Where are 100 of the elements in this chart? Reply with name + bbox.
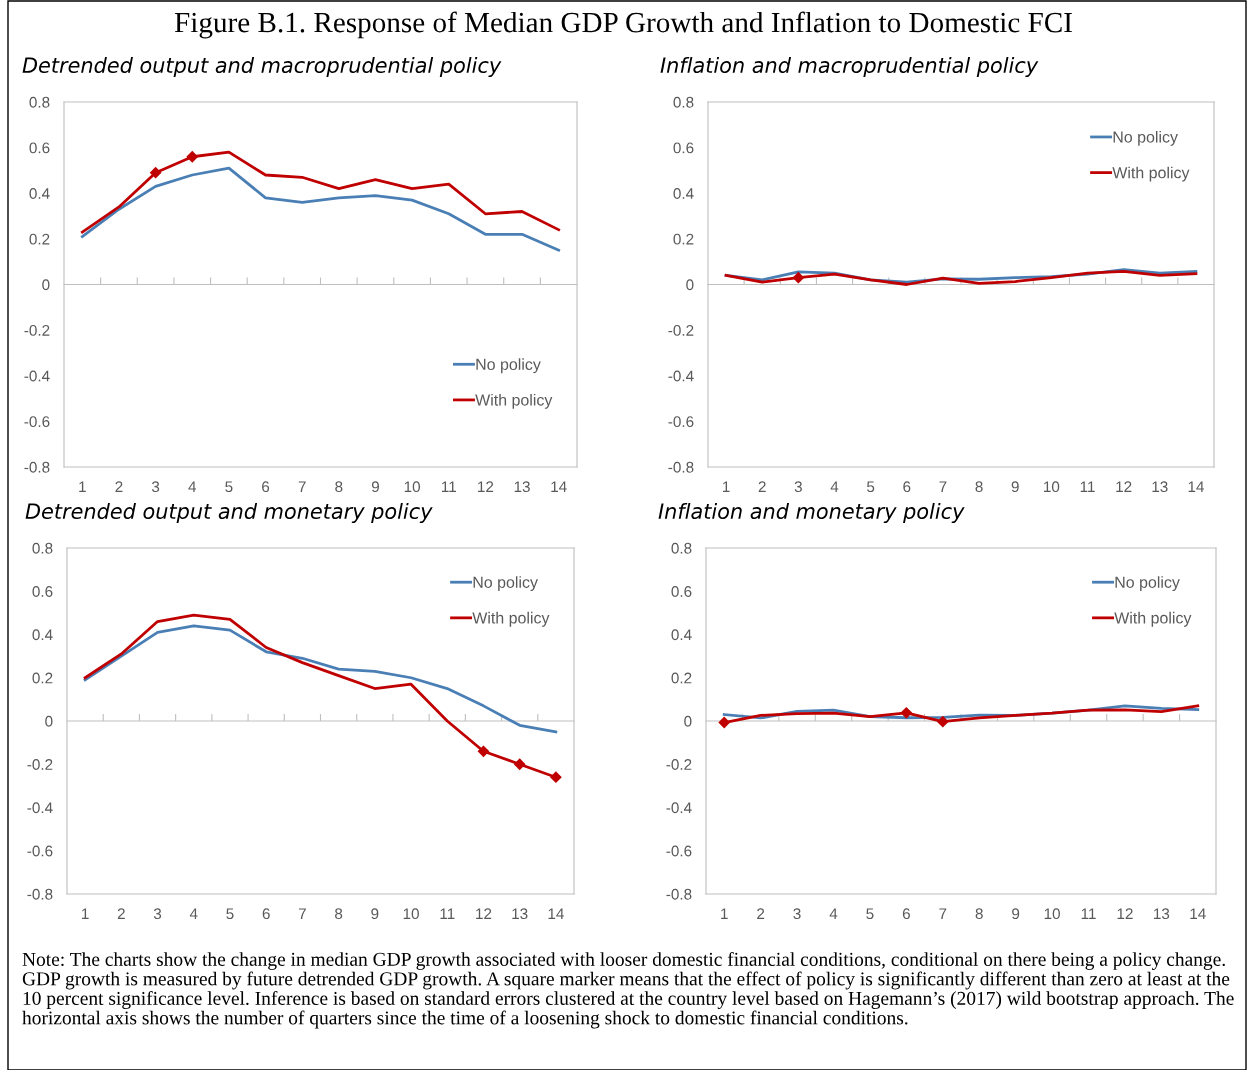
y-tick-label: -0.4 (668, 370, 694, 382)
chart-title: Figure B.1. Response of Median GDP Growth and Inflation to Domestic FCI (174, 11, 1072, 39)
x-tick-label: 8 (335, 481, 343, 493)
x-tick-label: 7 (939, 908, 947, 919)
x-tick-label: 6 (262, 908, 270, 920)
x-tick-label: 3 (151, 481, 160, 493)
x-tick-label: 2 (117, 908, 125, 919)
legend-label: With policy (1114, 611, 1192, 627)
x-tick-label: 4 (829, 908, 838, 919)
x-tick-label: 10 (403, 908, 419, 920)
legend-label: With policy (472, 611, 550, 627)
chart-subtitle: Detrended output and macroprudential policy (22, 56, 502, 78)
chart-subtitle: Inflation and monetary policy (658, 502, 965, 524)
x-tick-label: 8 (975, 481, 983, 493)
x-tick-label: 12 (478, 481, 494, 492)
y-tick-label: 0.8 (673, 96, 694, 108)
y-tick-label: 0.2 (32, 672, 53, 684)
x-tick-label: 6 (262, 481, 270, 493)
y-tick-label: 0.6 (673, 142, 694, 154)
y-tick-label: -0.8 (27, 888, 53, 900)
x-tick-label: 5 (866, 908, 874, 920)
x-tick-label: 11 (1081, 908, 1096, 919)
y-tick-label: -0.6 (27, 845, 53, 857)
y-tick-label: 0.6 (671, 586, 692, 597)
x-tick-label: 8 (975, 908, 983, 920)
legend-label: No policy (473, 576, 538, 592)
legend-label: No policy (1115, 576, 1180, 592)
legend-label: With policy (1112, 166, 1190, 182)
y-tick-label: 0.4 (671, 629, 692, 641)
x-tick-label: 10 (1044, 908, 1060, 920)
x-tick-label: 5 (867, 481, 875, 493)
y-tick-label: 0.8 (671, 542, 692, 554)
y-tick-label: 0.6 (29, 142, 50, 154)
y-tick-label: 0.2 (671, 672, 692, 684)
x-tick-label: 11 (1080, 481, 1095, 492)
x-tick-label: 13 (1154, 908, 1170, 920)
y-tick-label: 0.8 (29, 96, 50, 108)
x-tick-label: 11 (440, 908, 455, 919)
x-tick-label: 1 (79, 481, 86, 492)
y-tick-label: -0.2 (27, 759, 53, 770)
chart-subtitle: Inflation and macroprudential policy (660, 56, 1039, 78)
x-tick-label: 4 (189, 908, 198, 919)
x-tick-label: 6 (902, 908, 910, 920)
x-tick-label: 7 (298, 481, 306, 492)
y-tick-label: -0.4 (24, 370, 50, 382)
x-tick-label: 14 (548, 908, 564, 919)
line-series (80, 166, 561, 252)
x-tick-label: 12 (1116, 481, 1132, 492)
x-tick-label: 11 (441, 481, 456, 492)
y-tick-label: 0.6 (32, 586, 53, 597)
legend-label: No policy (1113, 130, 1178, 146)
x-tick-label: 8 (335, 908, 343, 920)
x-tick-label: 14 (1188, 481, 1204, 492)
x-tick-label: 12 (1117, 908, 1133, 919)
y-tick-label: -0.8 (668, 461, 694, 473)
x-tick-label: 10 (1044, 481, 1060, 493)
y-tick-label: -0.2 (666, 759, 692, 770)
text: Note: The charts show the change in median GDP growth associated with looser domestic financial conditions, conditional on there being a policy change. GDP growth is measured by future detrended GDP growth. A square marker means that the effect of policy is significantly different than zero at least at the 10 percent significance level. Inference is based on standard errors clustered at the country level based on Hagemann’s (2017) wild bootstrap approach. The horizontal axis shows the number of quarters since the time of a loosening shock to domestic financial conditions. (22, 952, 1234, 1029)
y-tick-label: -0.8 (24, 461, 50, 473)
x-tick-label: 3 (153, 908, 162, 920)
x-tick-label: 1 (721, 908, 728, 919)
x-tick-label: 3 (794, 481, 802, 493)
x-tick-label: 2 (115, 481, 123, 492)
y-tick-label: 0 (686, 279, 694, 291)
x-tick-label: 13 (512, 908, 528, 920)
x-tick-label: 13 (514, 481, 530, 493)
x-tick-label: 5 (226, 908, 234, 920)
y-tick-label: -0.6 (666, 845, 692, 857)
legend-label: With policy (475, 393, 553, 409)
y-tick-label: 0.2 (29, 233, 50, 245)
x-tick-label: 1 (82, 908, 89, 919)
x-tick-label: 10 (404, 481, 421, 493)
y-tick-label: 0 (42, 279, 50, 291)
x-tick-label: 1 (722, 481, 730, 492)
x-tick-label: 2 (757, 908, 765, 919)
line-series (80, 150, 561, 234)
x-tick-label: 9 (371, 481, 379, 493)
x-tick-label: 5 (225, 481, 233, 493)
x-tick-label: 7 (298, 908, 306, 919)
x-tick-label: 13 (1152, 481, 1168, 493)
x-tick-label: 7 (939, 481, 947, 492)
y-tick-label: 0 (45, 715, 53, 727)
y-tick-label: 0 (684, 715, 692, 727)
x-tick-label: 9 (1011, 481, 1019, 493)
y-tick-label: -0.2 (24, 324, 50, 336)
y-tick-label: 0.2 (673, 233, 694, 245)
y-tick-label: 0.4 (29, 188, 50, 199)
x-tick-label: 4 (830, 481, 839, 492)
y-tick-label: -0.4 (27, 802, 53, 814)
x-tick-label: 6 (903, 481, 911, 493)
x-tick-label: 4 (188, 481, 197, 492)
y-tick-label: 0.4 (32, 629, 53, 641)
y-tick-label: 0.8 (32, 542, 53, 554)
y-tick-label: -0.8 (666, 888, 692, 900)
y-tick-label: -0.6 (668, 416, 694, 428)
x-tick-label: 2 (758, 481, 766, 492)
y-tick-label: -0.4 (666, 802, 692, 814)
x-tick-label: 14 (1190, 908, 1206, 919)
legend-label: No policy (476, 358, 541, 374)
x-tick-label: 12 (476, 908, 492, 919)
